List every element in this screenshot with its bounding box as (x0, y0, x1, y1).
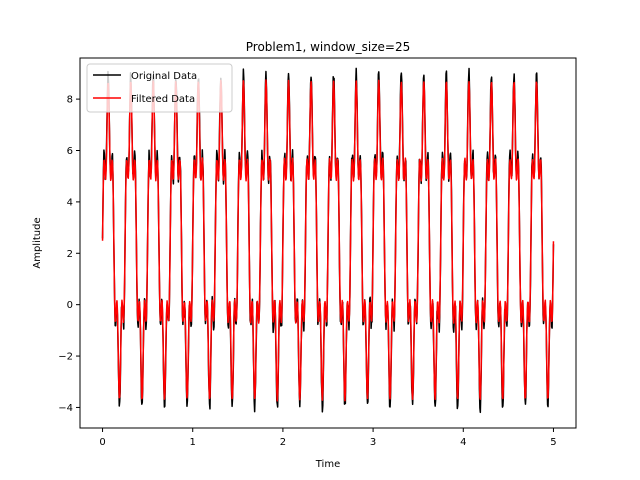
y-axis-ticks: −4 −2 0 2 4 6 8 (58, 95, 80, 414)
series-line-filtered (101, 79, 555, 402)
legend: Original Data Filtered Data (86, 63, 233, 113)
y-tick-label: 6 (67, 146, 73, 157)
y-axis-label: Amplitude (32, 217, 43, 268)
chart-title: Problem1, window_size=25 (246, 40, 410, 54)
x-tick-label: 4 (460, 437, 466, 448)
x-tick-label: 3 (370, 437, 376, 448)
x-tick-label: 1 (190, 437, 196, 448)
x-tick-label: 5 (550, 437, 556, 448)
x-axis-ticks: 0 1 2 3 4 5 (99, 428, 557, 448)
x-tick-label: 0 (99, 437, 105, 448)
plot-area (79, 57, 577, 429)
y-tick-label: 4 (67, 197, 73, 208)
legend-label-filtered: Filtered Data (131, 94, 195, 105)
y-tick-label: 0 (67, 300, 73, 311)
y-tick-label: 2 (67, 249, 73, 260)
legend-label-original: Original Data (131, 71, 197, 82)
series-layer (101, 67, 555, 414)
x-axis-label: Time (315, 459, 340, 470)
legend-box (86, 63, 233, 113)
plot-frame (79, 57, 577, 429)
y-tick-label: −2 (58, 352, 73, 363)
x-tick-label: 2 (280, 437, 286, 448)
y-tick-label: −4 (58, 403, 73, 414)
y-tick-label: 8 (67, 95, 73, 106)
